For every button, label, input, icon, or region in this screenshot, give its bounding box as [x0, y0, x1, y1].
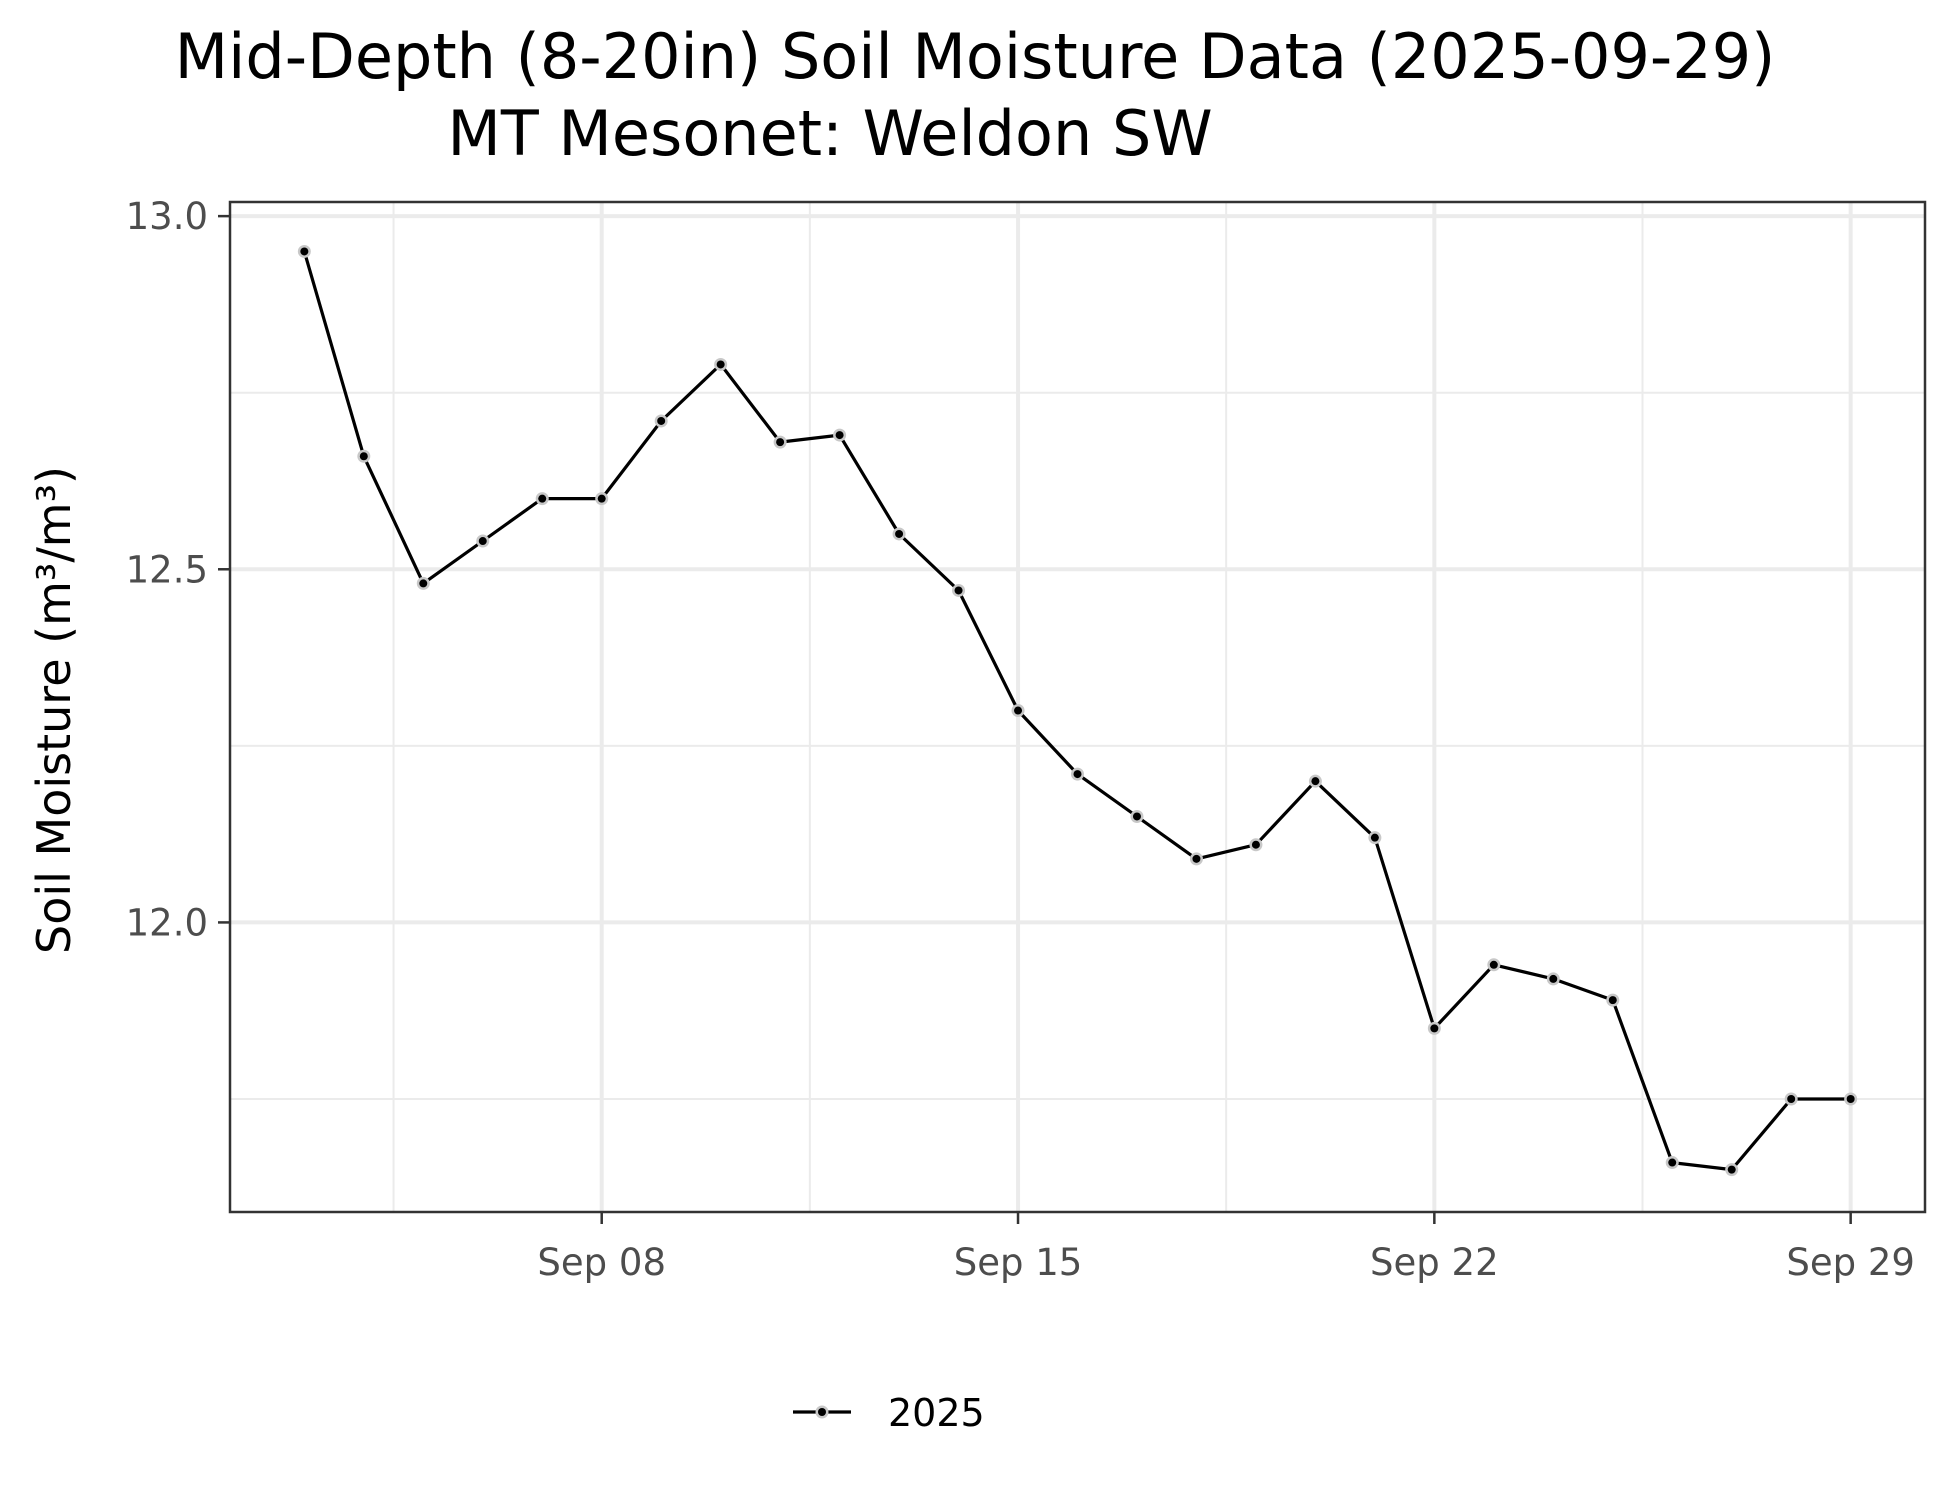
data-point-14	[1132, 812, 1141, 821]
data-point-3	[478, 537, 487, 546]
data-point-12	[1014, 706, 1023, 715]
data-point-21	[1549, 974, 1558, 983]
x-tick-label-0: Sep 08	[537, 1241, 666, 1284]
data-point-19	[1430, 1024, 1439, 1033]
panel-border	[228, 200, 1927, 1214]
data-point-22	[1608, 996, 1617, 1005]
data-point-23	[1668, 1158, 1677, 1167]
data-point-4	[538, 494, 547, 503]
y-tick-label-2: 13.0	[126, 195, 208, 238]
series-line-0	[302, 250, 1851, 1172]
data-point-7	[716, 360, 725, 369]
data-point-24	[1727, 1165, 1736, 1174]
legend-key-point	[818, 1408, 826, 1416]
data-point-2	[419, 579, 428, 588]
data-point-11	[954, 586, 963, 595]
data-point-10	[895, 529, 904, 538]
x-tick-label-1: Sep 15	[954, 1241, 1083, 1284]
data-point-15	[1192, 854, 1201, 863]
data-point-25	[1787, 1094, 1796, 1103]
series-layer	[297, 244, 1858, 1177]
chart-subtitle: MT Mesonet: Weldon SW	[447, 97, 1212, 170]
data-point-9	[835, 431, 844, 440]
x-tick-label-3: Sep 29	[1786, 1241, 1915, 1284]
data-point-6	[657, 416, 666, 425]
chart-title: Mid-Depth (8-20in) Soil Moisture Data (2…	[175, 20, 1776, 93]
grid-layer	[230, 202, 1925, 1212]
data-point-1	[359, 452, 368, 461]
data-point-13	[1073, 770, 1082, 779]
axis-layer: 12.0 12.5 13.0 Sep 08 Sep 15 Sep 22 Sep 29	[126, 195, 1927, 1284]
data-point-0	[300, 247, 309, 256]
x-tick-label-2: Sep 22	[1370, 1241, 1499, 1284]
y-tick-label-0: 12.0	[126, 901, 208, 944]
data-point-18	[1370, 833, 1379, 842]
data-point-5	[597, 494, 606, 503]
data-point-17	[1311, 777, 1320, 786]
y-axis-title: Soil Moisture (m³/m³)	[27, 466, 81, 954]
data-point-26	[1846, 1094, 1855, 1103]
legend: 2025	[793, 1391, 985, 1435]
legend-label-2025: 2025	[888, 1391, 985, 1435]
data-point-20	[1489, 960, 1498, 969]
data-point-8	[776, 438, 785, 447]
data-point-16	[1251, 840, 1260, 849]
y-tick-label-1: 12.5	[126, 548, 208, 591]
